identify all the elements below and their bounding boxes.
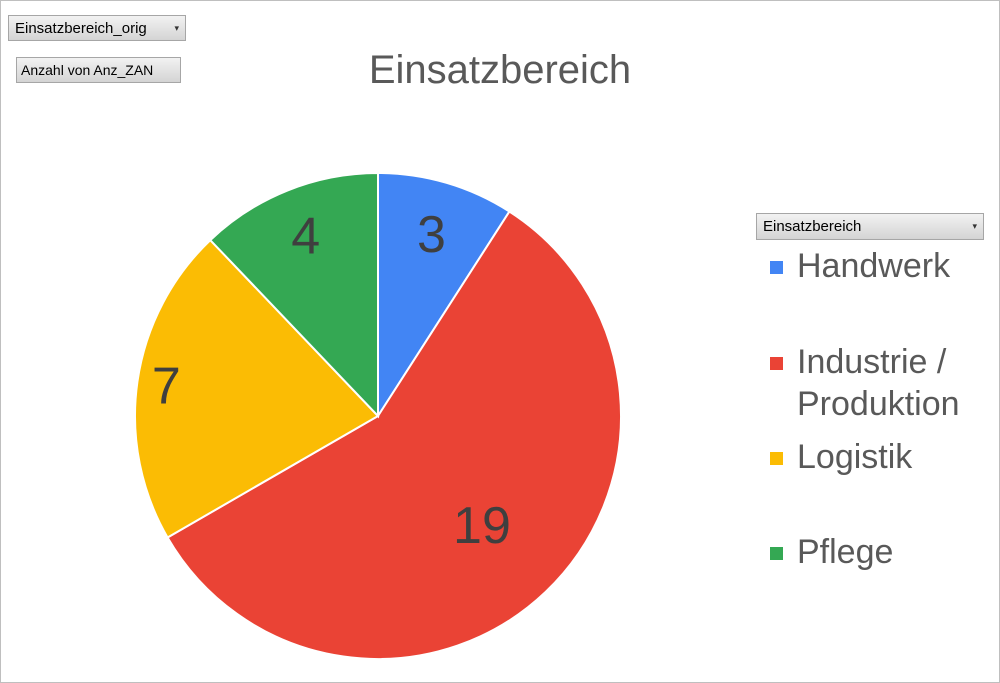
chevron-down-icon[interactable]: ▾ xyxy=(174,22,179,33)
legend-item-pflege[interactable]: Pflege xyxy=(770,531,893,573)
data-label: 7 xyxy=(152,358,181,416)
data-label: 3 xyxy=(417,206,446,264)
value-field-button[interactable]: Anzahl von Anz_ZAN xyxy=(16,57,181,83)
pie-slice-industrie-produktion[interactable] xyxy=(166,210,622,660)
filter-field-label: Einsatzbereich_orig xyxy=(15,19,147,37)
legend-label: Logistik xyxy=(797,438,913,476)
legend-label: Handwerk xyxy=(797,247,951,285)
pie-slice-logistik[interactable] xyxy=(134,238,380,539)
legend-label: Industrie / Produktion xyxy=(797,343,960,423)
legend-field-button[interactable]: Einsatzbereich ▾ xyxy=(756,213,984,240)
legend-field-label: Einsatzbereich xyxy=(763,218,862,235)
legend-swatch xyxy=(770,547,783,560)
data-label: 4 xyxy=(291,208,320,266)
legend-swatch xyxy=(770,261,783,274)
chevron-down-icon[interactable]: ▾ xyxy=(972,221,977,231)
legend-item-industrie-produktion[interactable]: Industrie / Produktion xyxy=(770,341,985,425)
legend-label: Pflege xyxy=(797,533,894,571)
legend-swatch xyxy=(770,357,783,370)
filter-field-button[interactable]: Einsatzbereich_orig ▾ xyxy=(8,15,186,41)
pie-slice-handwerk[interactable] xyxy=(377,171,511,420)
legend-item-handwerk[interactable]: Handwerk xyxy=(770,245,950,287)
pie-slice-pflege[interactable] xyxy=(208,171,379,419)
value-field-label: Anzahl von Anz_ZAN xyxy=(21,62,154,78)
legend-item-logistik[interactable]: Logistik xyxy=(770,436,912,478)
chart-title: Einsatzbereich xyxy=(368,48,632,92)
data-label: 19 xyxy=(453,497,511,555)
legend-swatch xyxy=(770,452,783,465)
